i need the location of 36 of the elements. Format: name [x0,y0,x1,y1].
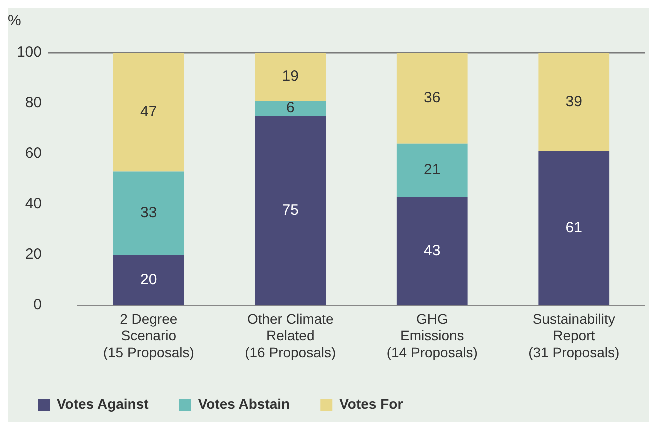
data-label: 19 [282,68,299,86]
x-tick-label: Other Climate Related (16 Proposals) [245,310,336,360]
x-tick-label: Sustainability Report (31 Proposals) [528,310,620,360]
y-tick-label: 0 [34,296,42,314]
data-label: 47 [140,104,158,120]
x-tick-label: 2 Degree Scenario (15 Proposals) [103,310,194,360]
legend-label: Votes Against [57,396,150,412]
x-tick-label: GHG Emissions (14 Proposals) [386,310,478,360]
y-tick-label: 40 [25,196,42,213]
bar [538,53,610,152]
y-tick-label: 100 [16,44,42,62]
bar [396,144,468,197]
bar [396,53,468,144]
legend-label: Votes For [340,396,404,412]
y-tick-label: 80 [25,94,42,112]
data-label: 43 [424,242,441,260]
y-tick-label: 20 [25,246,42,264]
bar [538,152,610,306]
bar [255,116,326,306]
data-label: 20 [140,271,158,288]
data-label: 75 [282,202,299,220]
legend-label: Votes Abstain [198,396,290,412]
bar [396,196,468,306]
y-tick-label: 60 [25,145,42,162]
data-label: 33 [140,204,158,222]
bar [113,255,184,306]
data-label: 39 [566,93,582,110]
bar [113,53,184,172]
bar [255,100,326,116]
data-label: 61 [566,220,582,237]
data-label: 21 [424,162,441,179]
bar [113,172,184,256]
y-axis-title: % [8,12,22,30]
data-label: 36 [424,90,441,107]
data-label: 6 [286,100,295,117]
bar [255,53,326,101]
